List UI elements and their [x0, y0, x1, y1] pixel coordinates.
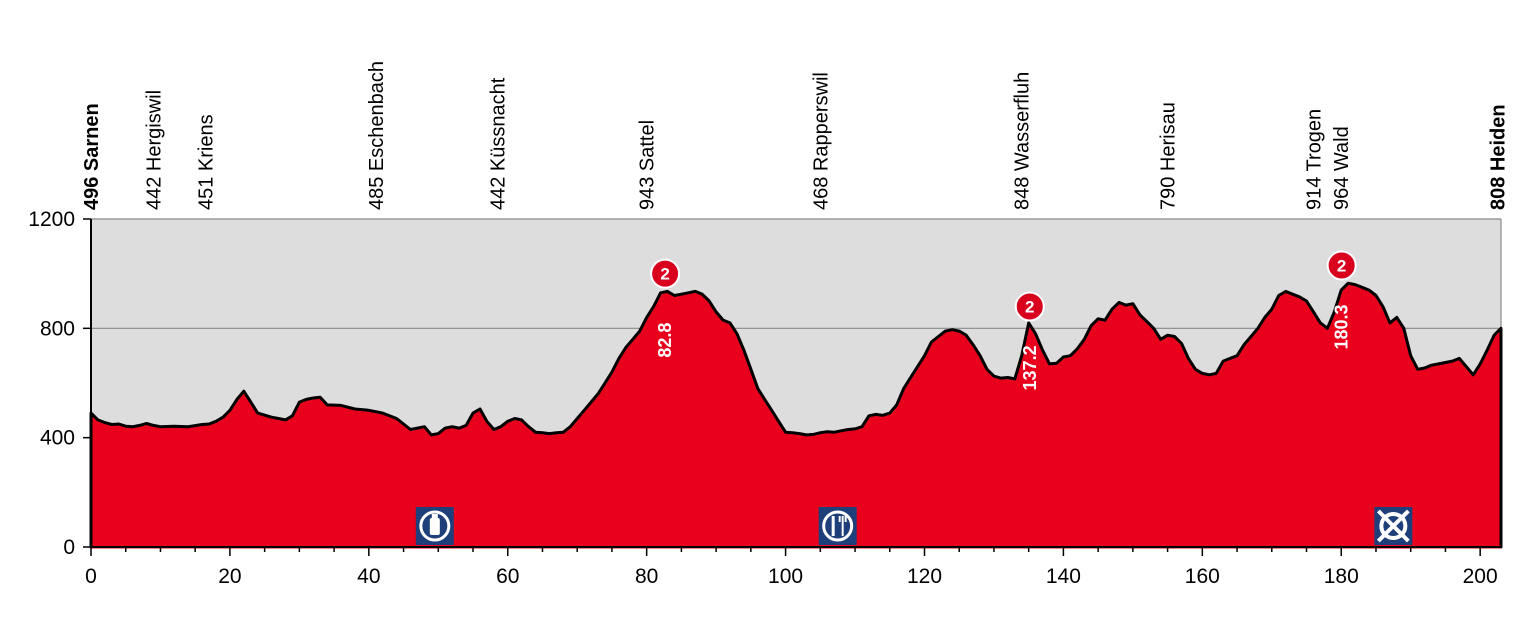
- climb-km-label: 137.2: [1020, 345, 1040, 390]
- x-tick-label: 80: [635, 565, 658, 588]
- y-tick-labels: 0 400 800 1200: [28, 208, 75, 559]
- category-circle: [1326, 250, 1357, 281]
- place-label: 468 Rapperswil: [810, 72, 832, 210]
- x-tick-label: 60: [496, 565, 519, 588]
- elevation-profile-area: [89, 281, 1503, 549]
- place-label: 496 Sarnen: [81, 103, 103, 210]
- y-tick-label: 0: [63, 536, 75, 559]
- place-label: 451 Kriens: [196, 114, 218, 210]
- place-label: 485 Eschenbach: [366, 61, 388, 210]
- place-label: 914 Trogen: [1303, 109, 1325, 210]
- category-number: 2: [1337, 256, 1346, 275]
- x-tick-label: 180: [1324, 565, 1359, 588]
- x-tick-label: 40: [357, 565, 380, 588]
- climb-km-label: 82.8: [655, 323, 675, 358]
- place-label: 808 Heiden: [1488, 104, 1510, 210]
- category-number: 2: [1025, 297, 1034, 316]
- axes: [90, 219, 1501, 549]
- climb-marker: 2 137.2: [1014, 291, 1045, 390]
- place-label: 943 Sattel: [637, 120, 659, 210]
- tick-marks: [83, 218, 1481, 556]
- x-tick-label: 100: [768, 565, 803, 588]
- y-tick-label: 800: [40, 317, 75, 340]
- x-tick-labels: 0 20 40 60 80 100 120 140 160 180 200: [85, 565, 1498, 588]
- x-tick-label: 120: [907, 565, 942, 588]
- place-label: 790 Herisau: [1158, 102, 1180, 210]
- x-tick-label: 20: [218, 565, 241, 588]
- place-label: 442 Küssnacht: [487, 77, 509, 210]
- category-number: 2: [660, 265, 669, 284]
- sprint-icon: [1374, 507, 1413, 545]
- feed-bottle-icon: [415, 507, 454, 545]
- climb-marker: 282.8: [650, 258, 681, 358]
- climb-marker: 2 180.3: [1326, 250, 1357, 349]
- x-tick-label: 160: [1185, 565, 1220, 588]
- x-tick-label: 0: [85, 565, 97, 588]
- x-tick-label: 140: [1046, 565, 1081, 588]
- place-label: 848 Wasserfluh: [1012, 72, 1034, 210]
- place-label: 964 Wald: [1331, 126, 1353, 210]
- feed-zone-icon: [818, 507, 857, 545]
- y-tick-label: 400: [40, 427, 75, 450]
- service-icons: [415, 507, 1413, 545]
- climb-km-label: 180.3: [1332, 304, 1352, 349]
- place-label: 442 Hergiswil: [144, 90, 166, 210]
- place-labels: 496 Sarnen 442 Hergiswil 451 Kriens 485 Esc…: [81, 61, 1510, 210]
- category-circle: [650, 258, 681, 289]
- y-tick-label: 1200: [28, 208, 75, 231]
- category-circle: [1014, 291, 1045, 322]
- x-tick-label: 200: [1463, 565, 1498, 588]
